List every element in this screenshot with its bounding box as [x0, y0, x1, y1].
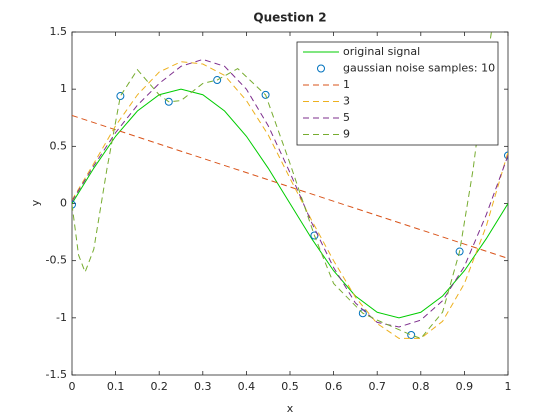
x-tick-label: 0.6: [325, 380, 343, 393]
y-tick-label: 1: [60, 82, 67, 95]
x-tick-label: 0.8: [412, 380, 430, 393]
x-tick-label: 0.2: [150, 380, 168, 393]
legend-label: 5: [343, 111, 350, 124]
x-tick-label: 0.4: [238, 380, 256, 393]
legend-label: original signal: [343, 45, 420, 58]
y-tick-label: 1.5: [50, 25, 68, 38]
x-tick-label: 0.9: [456, 380, 474, 393]
x-axis-label: x: [287, 402, 294, 415]
y-axis-label: y: [29, 199, 42, 206]
sample-marker: [116, 92, 125, 101]
y-tick-label: -1: [56, 311, 67, 324]
series-line: [72, 32, 492, 340]
legend-label: gaussian noise samples: 10: [343, 62, 495, 75]
x-tick-label: 0.7: [368, 380, 386, 393]
chart-title: Question 2: [253, 11, 326, 25]
sample-marker: [407, 330, 416, 339]
y-tick-label: -1.5: [46, 368, 67, 381]
sample-marker: [213, 76, 222, 85]
legend-label: 3: [343, 95, 350, 108]
x-tick-label: 1: [505, 380, 512, 393]
x-tick-label: 0: [69, 380, 76, 393]
y-tick-label: 0: [60, 197, 67, 210]
sample-marker: [261, 90, 270, 99]
y-tick-label: 0.5: [50, 139, 68, 152]
sample-marker: [455, 247, 464, 256]
series-line: [72, 88, 508, 319]
sample-marker: [504, 151, 508, 160]
legend-label: 9: [343, 128, 350, 141]
x-tick-label: 0.5: [281, 380, 299, 393]
plot-area: [72, 32, 508, 340]
legend-box: [296, 41, 499, 146]
sample-marker: [72, 200, 76, 209]
series-line: [72, 114, 508, 259]
sample-marker: [164, 97, 173, 106]
legend-label: 1: [343, 78, 350, 91]
x-tick-label: 0.1: [107, 380, 125, 393]
y-tick-label: -0.5: [46, 254, 67, 267]
series-line: [72, 61, 508, 339]
legend-marker: [317, 64, 325, 73]
x-tick-label: 0.3: [194, 380, 212, 393]
